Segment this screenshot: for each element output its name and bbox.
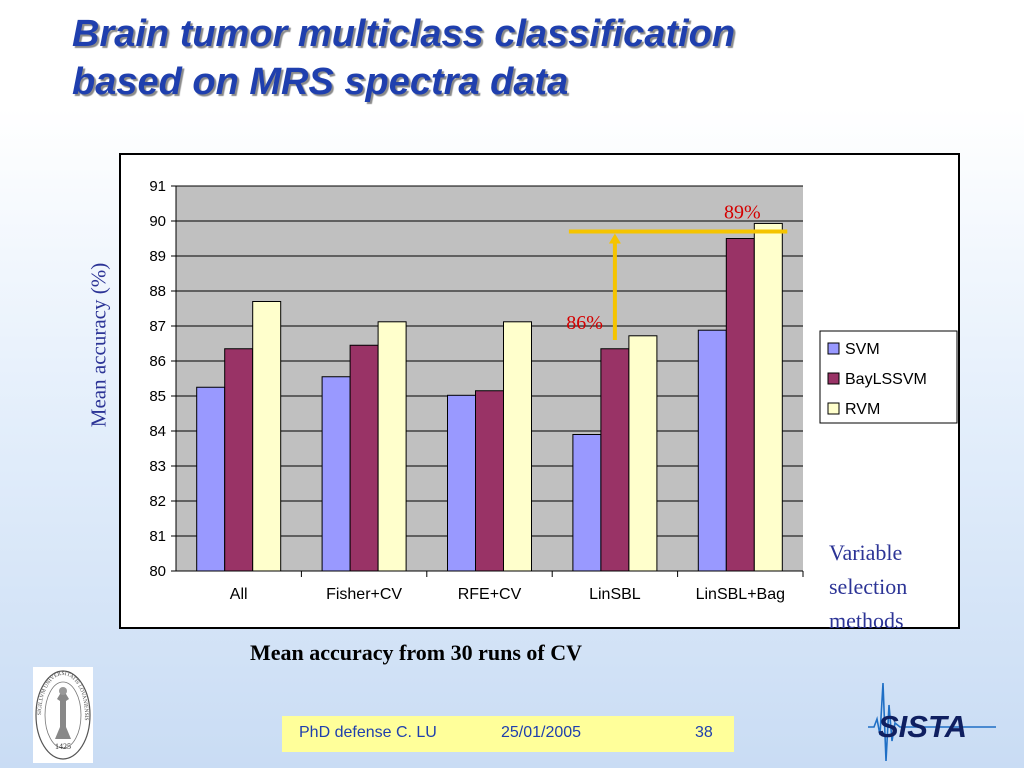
bar-baylssvm-linsbl (600, 348, 630, 572)
bar-baylssvm-linsbl-bag (725, 238, 755, 572)
y-tick-label: 81 (149, 528, 166, 545)
x-axis-label: Variable selection methods (829, 536, 959, 638)
bar-baylssvm-rfe-cv (475, 390, 504, 572)
footer-page-number: 38 (695, 724, 713, 741)
title-line-1: Brain tumor multiclass classification (72, 13, 736, 55)
y-tick-label: 84 (149, 423, 166, 440)
x-tick-label: LinSBL+Bag (696, 586, 785, 603)
legend (819, 330, 958, 424)
legend-swatch-baylssvm (827, 372, 840, 385)
y-tick-label: 82 (149, 493, 166, 510)
annotation-label-high: 89% (724, 202, 761, 224)
footer-date: 25/01/2005 (501, 724, 582, 741)
bar-baylssvm-fisher-cv (349, 344, 379, 572)
bar-rvm-rfe-cv (503, 321, 532, 572)
y-tick-label: 88 (149, 283, 166, 300)
x-tick-label: RFE+CV (458, 586, 522, 603)
side-note-line-2: selection (829, 574, 908, 599)
bar-chart: 80 81 82 83 84 85 86 87 88 89 90 91 All Fisher+CV RFE+… (149, 178, 958, 603)
annotation-arrowhead (608, 233, 621, 244)
chart-caption: Mean accuracy from 30 runs of CV (250, 640, 582, 665)
chart-frame: 80 81 82 83 84 85 86 87 88 89 90 91 All Fisher+CV RFE+… (119, 153, 960, 629)
side-note-line-1: Variable (829, 540, 903, 565)
x-tick-label: LinSBL (589, 586, 641, 603)
side-note-line-3: methods (829, 608, 904, 633)
slide-title: Brain tumor multiclass classification ba… (72, 10, 735, 106)
legend-swatch-svm (827, 342, 840, 355)
y-tick-label: 86 (149, 353, 166, 370)
bar-svm-rfe-cv (447, 394, 476, 572)
y-axis-label-container: Mean accuracy (%) (82, 220, 116, 470)
bar-baylssvm-all (224, 348, 254, 572)
university-seal-logo: SIGILLVM UNIVERSITATIS LOVANIENSIS 1425 (33, 667, 93, 763)
bar-svm-linsbl (572, 434, 602, 572)
y-tick-label: 91 (149, 178, 166, 195)
y-tick-label: 85 (149, 388, 166, 405)
y-tick-label: 89 (149, 248, 166, 265)
y-tick-label: 87 (149, 318, 166, 335)
y-axis-label: Mean accuracy (%) (86, 262, 111, 428)
legend-label-rvm: RVM (845, 401, 880, 418)
annotation-label-low: 86% (566, 312, 603, 334)
legend-swatch-rvm (827, 402, 840, 415)
bar-svm-fisher-cv (321, 376, 351, 572)
y-tick-label: 90 (149, 213, 166, 230)
bar-svm-linsbl-bag (697, 329, 727, 572)
bar-rvm-linsbl (628, 335, 658, 572)
y-tick-label: 80 (149, 563, 166, 580)
bar-svm-all (196, 386, 226, 572)
bar-rvm-linsbl-bag (753, 222, 783, 572)
footer-bar: PhD defense C. LU 25/01/2005 38 (282, 716, 734, 752)
footer-presenter: PhD defense C. LU (299, 724, 437, 741)
svg-text:1425: 1425 (55, 742, 71, 751)
title-line-2: based on MRS spectra data (72, 61, 569, 103)
x-tick-label: Fisher+CV (326, 586, 402, 603)
x-tick-label: All (230, 586, 248, 603)
legend-label-baylssvm: BayLSSVM (845, 371, 927, 388)
y-tick-label: 83 (149, 458, 166, 475)
legend-label-svm: SVM (845, 341, 880, 358)
svg-text:SISTA: SISTA (878, 709, 967, 744)
sista-logo: SISTA (866, 675, 1001, 765)
bar-rvm-fisher-cv (377, 321, 407, 572)
bar-rvm-all (252, 301, 282, 572)
